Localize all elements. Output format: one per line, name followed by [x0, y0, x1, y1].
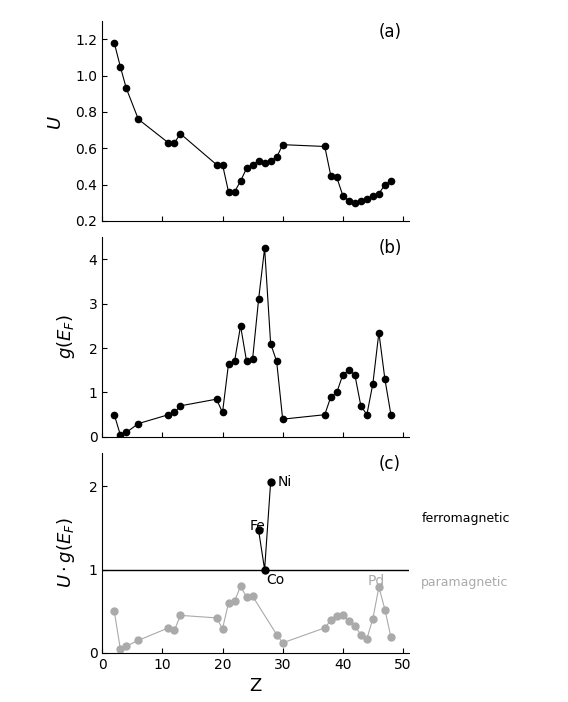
Y-axis label: U: U	[46, 114, 64, 128]
Text: Co: Co	[266, 573, 285, 587]
X-axis label: Z: Z	[249, 677, 262, 695]
Text: paramagnetic: paramagnetic	[421, 576, 508, 590]
Text: ferromagnetic: ferromagnetic	[421, 512, 509, 525]
Text: Fe: Fe	[249, 519, 265, 534]
Y-axis label: $U \cdot g(E_F)$: $U \cdot g(E_F)$	[56, 517, 77, 588]
Text: (c): (c)	[378, 455, 400, 473]
Y-axis label: $g(E_F)$: $g(E_F)$	[56, 314, 77, 359]
Text: (b): (b)	[378, 239, 402, 257]
Text: Pd: Pd	[368, 574, 385, 588]
Text: Ni: Ni	[278, 475, 292, 489]
Text: (a): (a)	[378, 23, 401, 41]
